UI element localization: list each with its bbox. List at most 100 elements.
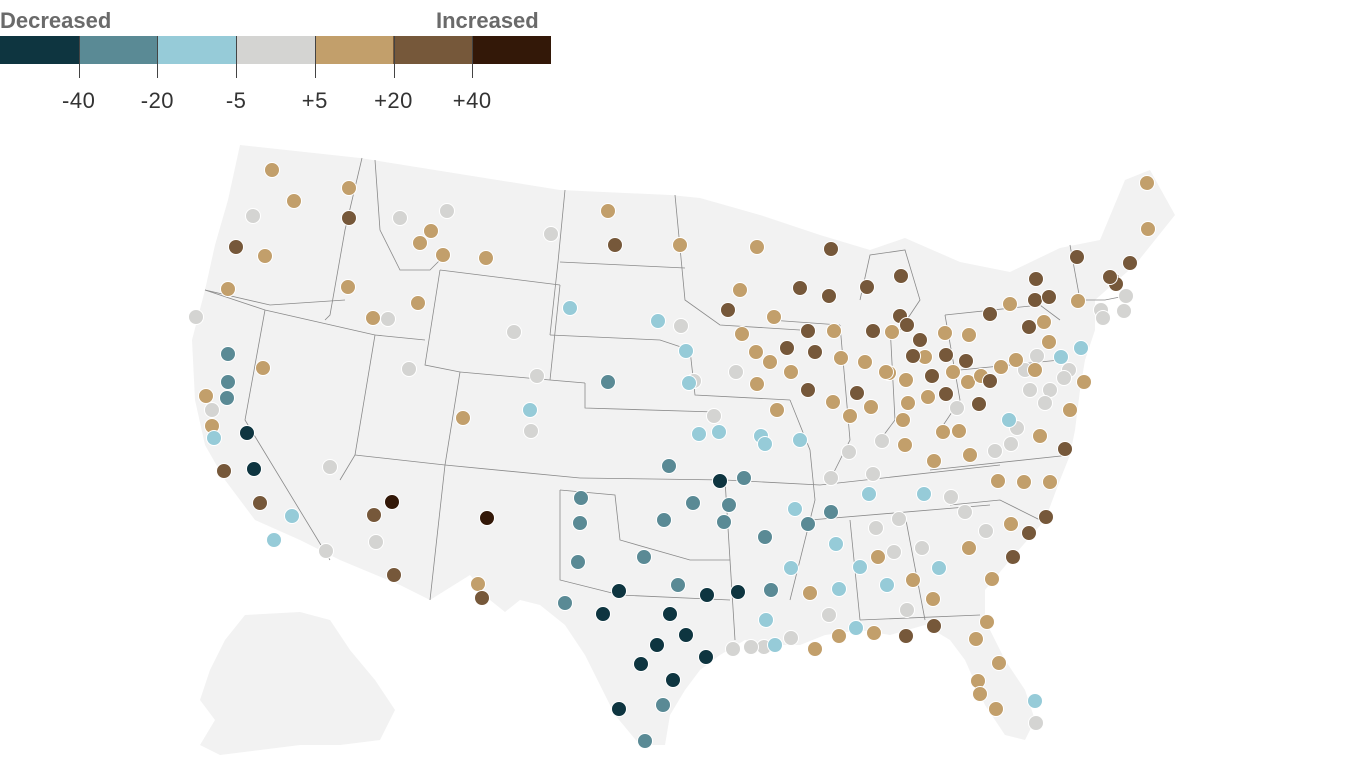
station-dot [766,309,782,325]
station-dot [188,309,204,325]
station-dot [861,486,877,502]
station-dot [897,437,913,453]
station-dot [767,637,783,653]
station-dot [779,340,795,356]
station-dot [245,208,261,224]
station-dot [380,311,396,327]
station-dot [1003,436,1019,452]
station-dot [1069,249,1085,265]
station-dot [573,490,589,506]
station-dot [633,656,649,672]
station-dot [931,560,947,576]
station-dot [960,374,976,390]
station-dot [849,385,865,401]
border-wi-il [769,319,841,326]
station-dot [1005,549,1021,565]
station-dot [841,444,857,460]
station-dot [979,614,995,630]
legend-swatch-1 [78,36,158,64]
border-nd-sd [559,261,686,269]
station-dot [899,602,915,618]
station-dot [748,344,764,360]
station-dot [246,461,262,477]
station-dot [1027,693,1043,709]
station-dot [868,520,884,536]
station-dot [823,470,839,486]
station-dot [557,595,573,611]
state-borders [204,157,1131,641]
station-dot [823,241,839,257]
station-dot [1028,715,1044,731]
station-dot [905,348,921,364]
legend-swatch-5 [393,36,473,64]
station-dot [990,473,1006,489]
station-dot [401,361,417,377]
station-dot [945,364,961,380]
legend-decreased-label: Decreased [0,8,112,33]
station-dot [978,523,994,539]
station-dot [743,639,759,655]
station-dot [870,549,886,565]
station-dot [859,279,875,295]
station-dot [655,697,671,713]
legend-swatch-4 [314,36,394,64]
us-map [188,145,1175,755]
legend-swatch-3 [236,36,315,64]
station-dot [982,373,998,389]
station-dot [611,701,627,717]
station-dot [825,394,841,410]
station-dot [865,466,881,482]
station-dot [1001,412,1017,428]
color-legend: Decreased Increased -40 -20 -5 +5 +20 +40 [0,0,560,120]
station-dot [706,408,722,424]
station-dot [384,494,400,510]
station-dot [264,162,280,178]
station-dot [341,180,357,196]
station-dot [1070,293,1086,309]
station-dot [239,425,255,441]
station-dot [800,516,816,532]
station-dot [219,390,235,406]
station-dot [912,332,928,348]
station-dot [1042,474,1058,490]
station-dot [991,655,1007,671]
station-dot [972,686,988,702]
station-dot [787,501,803,517]
legend-tick-line [236,36,238,78]
station-dot [833,350,849,366]
alaska-shape [200,612,395,755]
station-dot [1032,428,1048,444]
station-dot [392,210,408,226]
station-dot [366,507,382,523]
border-mi-lower [859,249,921,331]
border-mt-south [374,334,426,341]
station-dot [900,395,916,411]
station-dot [826,323,842,339]
station-dot [1073,340,1089,356]
station-dot [1041,289,1057,305]
border-ks-ok [579,477,726,481]
station-dot [916,486,932,502]
station-dot [1076,374,1092,390]
station-dot [681,375,697,391]
station-dot [884,324,900,340]
station-dot [898,372,914,388]
border-new-england [1069,244,1131,301]
station-dot [783,630,799,646]
station-dot [961,540,977,556]
station-dot [1002,296,1018,312]
border-nc-sc [949,499,1041,521]
station-dot [792,432,808,448]
border-oh-east [939,314,961,431]
station-dot [198,388,214,404]
station-dot [670,577,686,593]
station-dot [914,540,930,556]
station-dot [318,543,334,559]
station-dot [257,248,273,264]
station-dot [971,396,987,412]
border-wy-north [439,269,561,286]
station-dot [926,453,942,469]
station-dot [595,606,611,622]
station-dot [386,567,402,583]
legend-tick-line [472,36,474,78]
